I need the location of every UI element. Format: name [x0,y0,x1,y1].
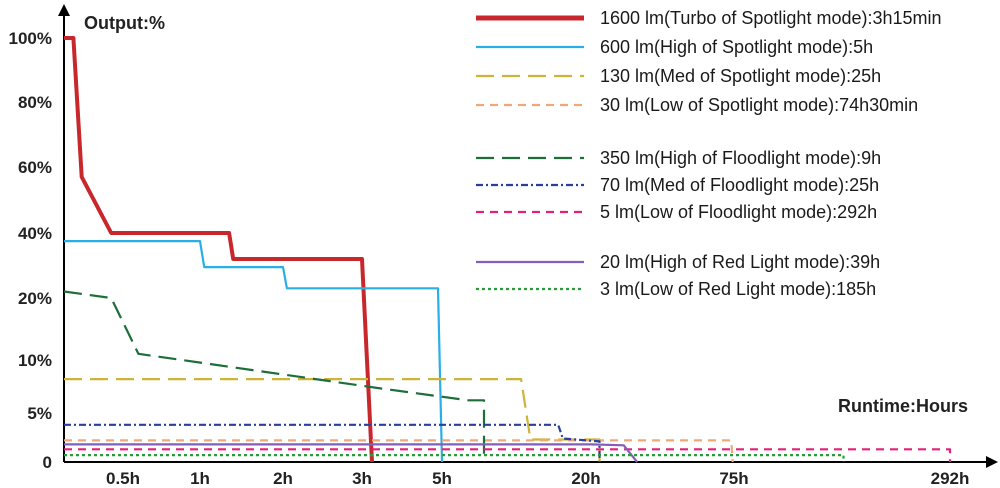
legend-label: 600 lm(High of Spotlight mode):5h [600,37,873,57]
x-tick-labels: 0.5h 1h 2h 3h 5h 20h 75h 292h [106,469,969,488]
legend-label: 30 lm(Low of Spotlight mode):74h30min [600,95,918,115]
legend-label: 5 lm(Low of Floodlight mode):292h [600,202,877,222]
y-axis-arrow [58,4,70,16]
series-line [64,443,638,463]
y-tick-label: 10% [18,351,52,370]
y-tick-label: 0 [43,453,52,472]
x-tick-label: 3h [352,469,372,488]
y-tick-label: 60% [18,158,52,177]
series-line [64,454,845,462]
x-tick-label: 0.5h [106,469,140,488]
y-tick-label: 100% [9,29,52,48]
y-tick-label: 20% [18,289,52,308]
series-line [64,448,952,462]
y-tick-labels: 100% 80% 60% 40% 20% 10% 5% 0 [9,29,52,472]
legend-label: 70 lm(Med of Floodlight mode):25h [600,175,879,195]
legend-label: 3 lm(Low of Red Light mode):185h [600,279,876,299]
x-tick-label: 1h [190,469,210,488]
legend-label: 130 lm(Med of Spotlight mode):25h [600,66,881,86]
series-line [64,36,374,463]
series-line [63,290,486,462]
legend-label: 20 lm(High of Red Light mode):39h [600,252,880,272]
y-axis-title: Output:% [84,13,165,33]
y-tick-label: 40% [18,224,52,243]
series-line [64,240,444,463]
x-axis-title: Runtime:Hours [838,396,968,416]
y-tick-label: 80% [18,93,52,112]
y-tick-label: 5% [27,404,52,423]
x-tick-label: 2h [273,469,293,488]
legend-label: 350 lm(High of Floodlight mode):9h [600,148,881,168]
x-axis-arrow [986,456,998,468]
legend: 1600 lm(Turbo of Spotlight mode):3h15min… [476,8,942,299]
x-tick-label: 75h [719,469,748,488]
x-tick-label: 5h [432,469,452,488]
series-lines [63,36,952,463]
x-tick-label: 292h [931,469,970,488]
legend-label: 1600 lm(Turbo of Spotlight mode):3h15min [600,8,942,28]
x-tick-label: 20h [571,469,600,488]
